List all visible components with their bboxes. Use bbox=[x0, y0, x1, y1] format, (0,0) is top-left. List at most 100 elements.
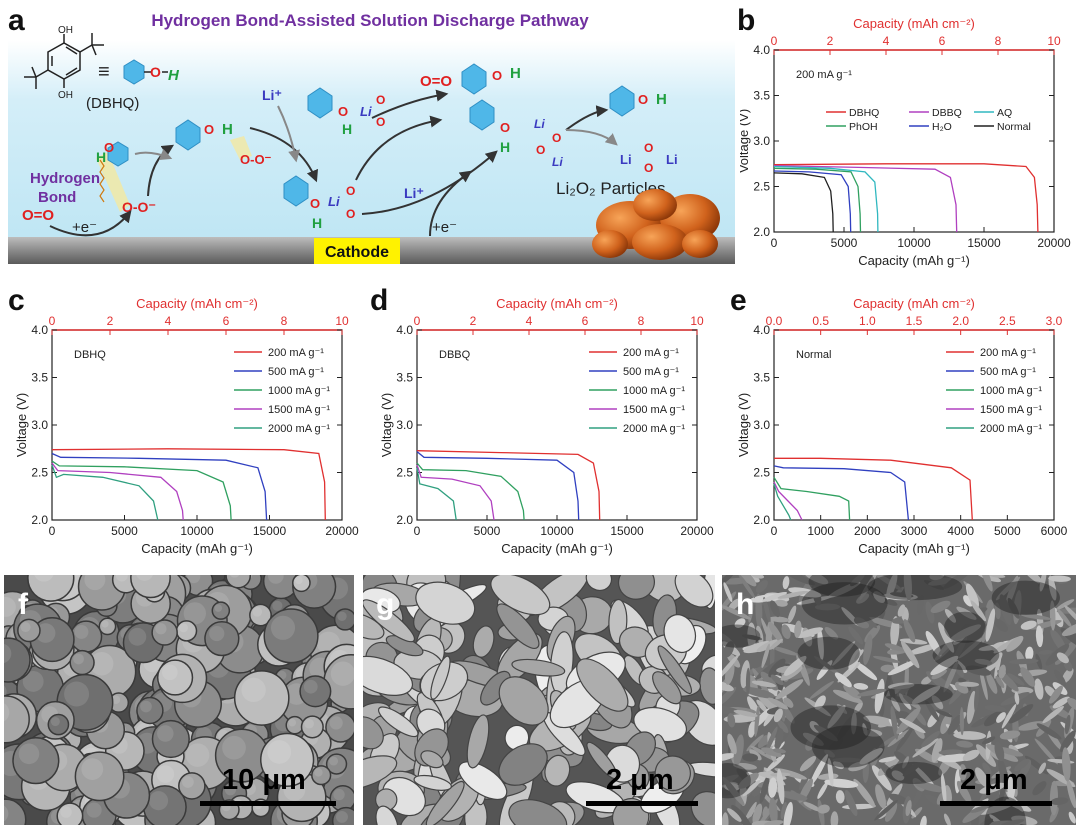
sem-flake bbox=[985, 652, 1003, 673]
sem-highlight bbox=[73, 653, 84, 665]
svg-text:H: H bbox=[342, 121, 352, 137]
sem-highlight bbox=[267, 740, 292, 764]
sem-flake bbox=[774, 599, 788, 607]
sem-flake bbox=[975, 767, 989, 788]
sem-flake bbox=[853, 778, 876, 808]
sem-highlight bbox=[4, 597, 16, 617]
sem-highlight bbox=[140, 700, 152, 713]
chart-c-series-2 bbox=[51, 460, 232, 521]
sem-platelet bbox=[508, 799, 568, 825]
chart-e: 2.0 2.5 3.0 3.5 4.0 0 1000 2000 3000 4000 5000 6000… bbox=[736, 296, 1068, 556]
sem-flake bbox=[1035, 625, 1044, 648]
sem-flake bbox=[965, 665, 992, 676]
chart-d-top-tick-label-1: 2 bbox=[470, 314, 477, 328]
chart-e-xlabel: Capacity (mAh g⁻¹) bbox=[858, 541, 970, 556]
sem-flake bbox=[853, 617, 870, 629]
chart-d-top-tick-label-2: 4 bbox=[526, 314, 533, 328]
sem-flake bbox=[1038, 649, 1053, 655]
sem-flake bbox=[746, 734, 764, 752]
chart-c-xtick-label-3: 15000 bbox=[253, 524, 287, 538]
sem-flake bbox=[871, 765, 892, 791]
chart-c-xtick-label-0: 0 bbox=[49, 524, 56, 538]
sem-flake bbox=[857, 688, 887, 697]
sem-flake bbox=[727, 713, 736, 728]
sem-flake bbox=[998, 771, 1008, 806]
scale-label-f: 10 μm bbox=[222, 764, 306, 796]
sem-platelet bbox=[496, 603, 540, 649]
sem-flake bbox=[750, 745, 777, 762]
chart-b-top-tick-label-0: 0 bbox=[771, 34, 778, 48]
chart-b-legend-label-5: Normal bbox=[997, 121, 1031, 133]
chart-d-annotation: DBBQ bbox=[439, 349, 471, 361]
sem-highlight bbox=[81, 758, 104, 780]
sem-flake bbox=[879, 762, 904, 789]
sem-shadow bbox=[801, 582, 888, 625]
sem-flake bbox=[748, 721, 756, 738]
chart-c-top-label: Capacity (mAh cm⁻²) bbox=[136, 296, 258, 311]
chart-b-top-label: Capacity (mAh cm⁻²) bbox=[853, 16, 975, 31]
sem-image-g bbox=[363, 575, 715, 825]
chart-d-xlabel: Capacity (mAh g⁻¹) bbox=[501, 541, 613, 556]
sem-highlight bbox=[329, 716, 343, 730]
panel-label-e: e bbox=[730, 284, 747, 317]
chart-d-series-0 bbox=[416, 450, 601, 521]
sem-flake bbox=[722, 686, 737, 707]
chart-b-legend-label-0: DBHQ bbox=[849, 107, 879, 119]
sem-highlight bbox=[272, 600, 283, 611]
sem-flake bbox=[902, 760, 922, 777]
chart-c-ytick-label-1: 2.5 bbox=[31, 466, 48, 480]
sem-highlight bbox=[50, 716, 60, 727]
svg-text:O: O bbox=[644, 141, 653, 155]
sem-flake bbox=[863, 634, 873, 665]
sem-flake bbox=[863, 729, 883, 737]
sem-flake bbox=[752, 803, 763, 825]
chart-d-xtick-label-3: 15000 bbox=[610, 524, 644, 538]
chart-e-legend-label-1: 500 mA g⁻¹ bbox=[980, 366, 1036, 378]
dbhq-label: (DBHQ) bbox=[86, 95, 139, 112]
chart-d-top-tick-label-3: 6 bbox=[582, 314, 589, 328]
sem-flake bbox=[778, 791, 808, 801]
cathode-label: Cathode bbox=[325, 244, 389, 261]
scale-bar-h bbox=[940, 801, 1052, 806]
sem-flake bbox=[982, 736, 996, 745]
sem-particle bbox=[130, 575, 171, 599]
sem-platelet bbox=[690, 791, 715, 825]
sem-flake bbox=[780, 802, 787, 820]
scale-bar-g bbox=[586, 801, 698, 806]
chart-d-top-tick-label-0: 0 bbox=[414, 314, 421, 328]
sem-flake bbox=[738, 575, 756, 599]
sem-particle bbox=[74, 751, 125, 802]
svg-text:Li: Li bbox=[552, 155, 563, 169]
sem-flake bbox=[1009, 658, 1039, 665]
sem-shadow bbox=[722, 624, 761, 648]
chart-d-ytick-label-3: 3.5 bbox=[396, 371, 413, 385]
sem-highlight bbox=[304, 718, 314, 729]
chart-e-annotation: Normal bbox=[796, 349, 831, 361]
svg-text:H: H bbox=[510, 65, 521, 82]
sem-particle bbox=[4, 637, 31, 683]
sem-flake bbox=[853, 661, 878, 681]
dbhq-icon: O H bbox=[123, 59, 180, 85]
sem-highlight bbox=[4, 703, 10, 722]
sem-flake bbox=[978, 575, 993, 592]
chart-d-series-4 bbox=[416, 467, 457, 521]
sem-platelet bbox=[466, 714, 490, 769]
sem-platelet bbox=[586, 741, 618, 780]
sem-flake bbox=[772, 646, 798, 656]
chart-c-series-1 bbox=[51, 452, 268, 521]
chart-d-legend-label-1: 500 mA g⁻¹ bbox=[623, 366, 679, 378]
sem-flake bbox=[1035, 653, 1043, 670]
sem-flake bbox=[994, 741, 1005, 762]
chart-c-ytick-label-4: 4.0 bbox=[31, 323, 48, 337]
chart-e-ytick-label-4: 4.0 bbox=[753, 323, 770, 337]
sem-highlight bbox=[136, 575, 153, 581]
sem-platelet bbox=[576, 658, 629, 712]
sem-highlight bbox=[155, 623, 167, 635]
svg-text:Li: Li bbox=[328, 194, 340, 209]
sem-highlight bbox=[288, 718, 297, 727]
sem-flake bbox=[1038, 762, 1047, 774]
svg-text:+e⁻: +e⁻ bbox=[72, 219, 97, 236]
sem-flake bbox=[935, 709, 953, 718]
svg-text:Li⁺: Li⁺ bbox=[262, 87, 282, 103]
